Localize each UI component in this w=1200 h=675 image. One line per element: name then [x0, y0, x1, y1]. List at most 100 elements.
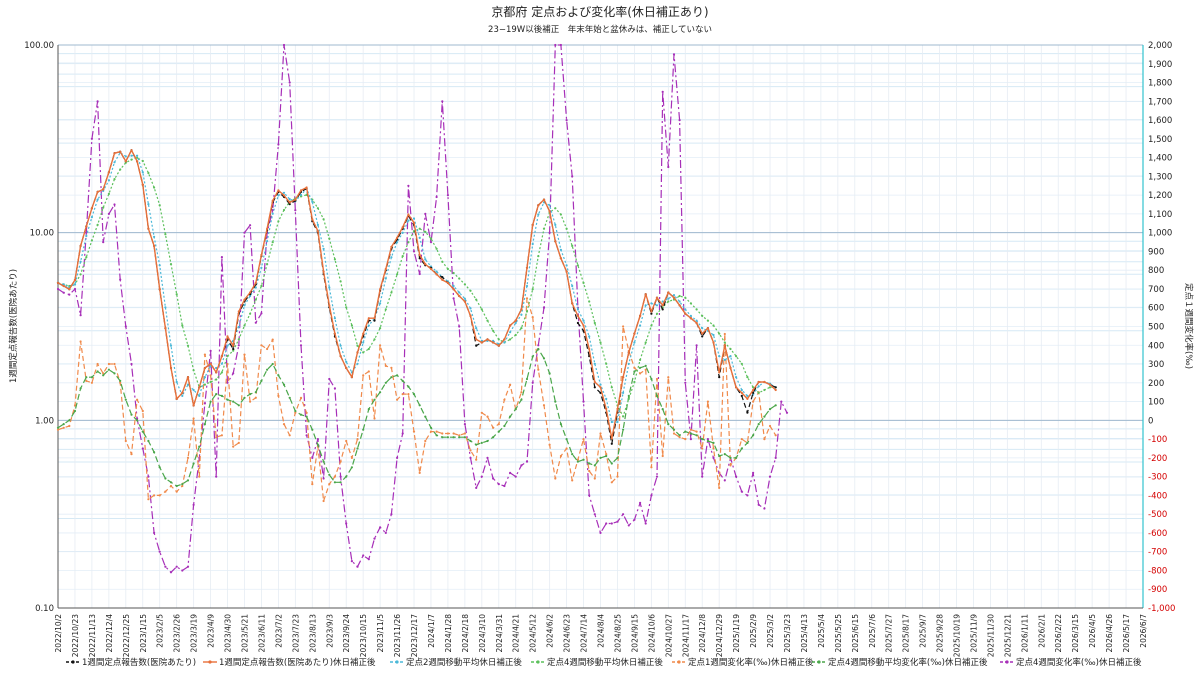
data-point [514, 408, 517, 411]
y2-tick-label: 2,000 [1148, 41, 1172, 51]
series-6 [56, 43, 789, 574]
x-tick-label: 2022/11/13 [88, 614, 97, 657]
data-point [554, 240, 557, 243]
data-point [429, 267, 433, 271]
data-point [362, 554, 365, 557]
x-tick-label: 2022/10/2 [54, 614, 63, 653]
data-point [345, 439, 348, 443]
data-point [746, 397, 749, 400]
data-point [260, 344, 263, 347]
data-point [418, 236, 421, 239]
data-point [141, 447, 144, 450]
data-point [689, 302, 693, 305]
data-point [588, 462, 591, 465]
data-point [492, 426, 495, 429]
data-point [254, 286, 257, 289]
data-point [141, 171, 144, 174]
data-point [701, 327, 704, 330]
data-point [136, 156, 139, 159]
data-point [605, 362, 608, 365]
data-point [181, 484, 184, 488]
data-point [237, 310, 240, 313]
data-point [209, 374, 212, 377]
data-point [689, 314, 693, 317]
data-point [735, 376, 738, 379]
data-point [774, 388, 777, 392]
data-point [576, 308, 580, 311]
x-axis-ticks: 2022/10/2 2022/10/23 2022/11/13 2022/12/4 20… [54, 614, 1148, 657]
x-tick-label: 2024/10/6 [647, 614, 656, 653]
x-tick-label: 2025/12/21 [1003, 614, 1012, 657]
data-point [520, 391, 523, 394]
data-point [85, 225, 88, 228]
data-point [322, 247, 325, 250]
x-tick-label: 2025/11/9 [969, 614, 978, 653]
data-point [333, 317, 336, 320]
data-point [480, 341, 483, 344]
data-point [650, 324, 653, 327]
x-tick-label: 2024/9/15 [630, 614, 639, 653]
data-point [299, 396, 303, 399]
data-point [571, 479, 574, 482]
data-point [164, 490, 167, 493]
data-point [96, 362, 99, 366]
data-point [667, 376, 670, 379]
data-point [215, 393, 218, 396]
data-point [610, 442, 613, 445]
x-tick-label: 2026/3/15 [1071, 614, 1080, 653]
data-point [740, 391, 743, 394]
data-point [68, 293, 71, 296]
data-point [429, 241, 433, 244]
data-point [124, 325, 127, 328]
data-point [757, 391, 760, 394]
y2-tick-label: 1,600 [1148, 116, 1172, 126]
data-point [401, 255, 404, 258]
data-point [554, 400, 557, 403]
data-point [593, 513, 596, 516]
data-point [90, 137, 93, 140]
data-point [503, 398, 506, 401]
data-point [164, 306, 167, 309]
data-point [644, 364, 647, 367]
data-point [525, 266, 529, 269]
data-point [593, 362, 596, 365]
data-point [537, 347, 540, 351]
data-point [672, 296, 676, 299]
x-tick-label: 2025/3/2 [766, 614, 775, 648]
data-point [480, 475, 483, 478]
x-tick-label: 2025/7/27 [885, 614, 894, 653]
data-point [90, 207, 93, 210]
data-point [446, 432, 449, 435]
data-point [622, 391, 625, 394]
data-point [774, 434, 777, 437]
data-point [768, 386, 772, 389]
data-point [277, 394, 280, 397]
data-point [282, 194, 286, 197]
data-point [559, 213, 563, 216]
legend-label: 1週間定点報告数(医院あたり) [82, 657, 196, 668]
data-point [294, 411, 297, 414]
data-point [271, 199, 274, 202]
data-point [458, 434, 461, 437]
data-point [73, 283, 77, 286]
data-point [576, 458, 580, 461]
data-point [622, 376, 625, 379]
data-point [73, 287, 77, 291]
data-point [328, 237, 331, 240]
data-point [362, 341, 365, 344]
legend-label: 1週間定点報告数(医院あたり)休日補正後 [219, 657, 376, 668]
data-point [367, 317, 370, 320]
data-point [650, 312, 653, 315]
data-point [62, 291, 65, 294]
data-point [384, 364, 387, 367]
data-point [107, 171, 110, 174]
data-point [441, 432, 444, 435]
data-point [175, 397, 178, 400]
data-point [695, 430, 698, 433]
data-point [130, 154, 133, 157]
x-tick-label: 2025/6/15 [851, 614, 860, 653]
data-point [503, 341, 506, 344]
data-point [723, 344, 726, 347]
data-point [107, 368, 110, 371]
data-point [396, 236, 399, 239]
